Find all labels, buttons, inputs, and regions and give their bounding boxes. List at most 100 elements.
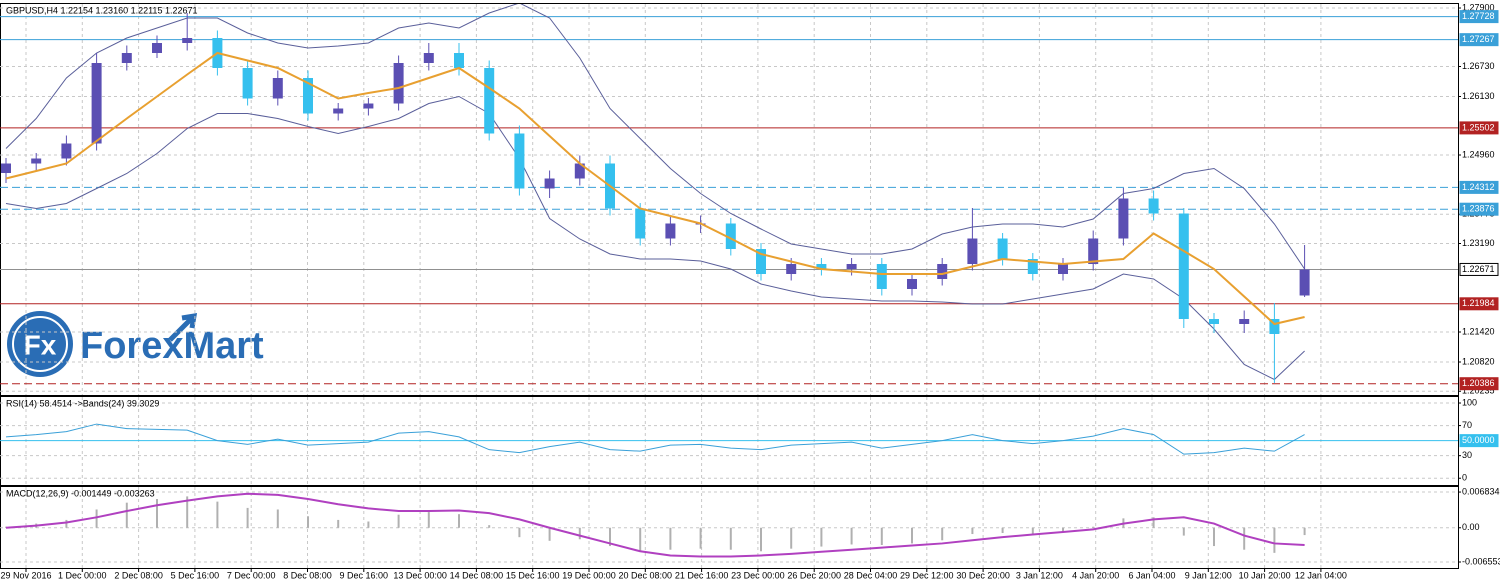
x-tick-label: 3 Jan 12:00 <box>1016 570 1063 580</box>
x-tick-label: 29 Nov 2016 <box>0 570 51 580</box>
level-label-box <box>1459 297 1499 311</box>
level-label-box <box>1459 180 1499 194</box>
level-label: 1.25502 <box>1462 122 1495 132</box>
logo-arrow <box>168 312 198 342</box>
x-tick-label: 23 Dec 00:00 <box>731 570 785 580</box>
x-tick-label: 29 Dec 12:00 <box>900 570 954 580</box>
y-tick-label: 1.20820 <box>1462 356 1495 366</box>
candle-body <box>997 238 1008 259</box>
x-tick-label: 30 Dec 20:00 <box>956 570 1010 580</box>
level-label: 1.20386 <box>1462 378 1495 388</box>
candle-body <box>121 53 132 63</box>
x-tick-label: 9 Dec 16:00 <box>340 570 389 580</box>
level-label-box <box>1459 202 1499 216</box>
candle-body <box>1 163 11 173</box>
candle-body <box>333 108 344 114</box>
candle-body <box>1299 269 1310 296</box>
logo-text: ForexMart <box>80 325 264 367</box>
x-tick-label: 2 Dec 08:00 <box>114 570 163 580</box>
y-tick-label: 1.24960 <box>1462 149 1495 159</box>
x-tick-label: 4 Jan 20:00 <box>1072 570 1119 580</box>
logo-ring <box>12 316 68 372</box>
bollinger-upper <box>5 4 1306 270</box>
candle-body <box>484 68 495 134</box>
panel-title: RSI(14) 58.4514 ->Bands(24) 39.3029 <box>6 398 159 408</box>
y-tick-label: 1.21420 <box>1462 326 1495 336</box>
candle-body <box>182 38 193 43</box>
level-label: 1.27728 <box>1462 11 1495 21</box>
y-tick-label: 1.20235 <box>1462 386 1495 396</box>
level-label-box <box>1459 434 1499 448</box>
y-tick-label: 100 <box>1462 397 1477 407</box>
y-tick-label: 30 <box>1462 450 1472 460</box>
candle-body <box>1027 259 1038 274</box>
candle-body <box>1148 198 1159 214</box>
candle-body <box>152 43 162 53</box>
plot-area <box>0 4 1458 395</box>
y-tick-label: 0.006834 <box>1462 486 1500 496</box>
candle-body <box>61 143 72 159</box>
candle-body <box>907 279 917 289</box>
x-tick-label: 13 Dec 00:00 <box>393 570 447 580</box>
candle-body <box>725 223 736 249</box>
candle-body <box>786 264 797 274</box>
x-tick-label: 15 Dec 16:00 <box>506 570 560 580</box>
candle-body <box>665 223 676 239</box>
rsi-line <box>5 423 1305 455</box>
x-tick-label: 20 Dec 08:00 <box>619 570 673 580</box>
candle-body <box>816 264 827 269</box>
candle-body <box>574 163 585 179</box>
candle-body <box>272 78 283 99</box>
x-tick-label: 9 Jan 12:00 <box>1185 570 1232 580</box>
candle-body <box>1088 238 1099 264</box>
candle-body <box>31 158 42 164</box>
candle-body <box>1239 319 1250 324</box>
x-tick-label: 8 Dec 08:00 <box>283 570 332 580</box>
candle-body <box>756 249 766 274</box>
x-tick-label: 10 Jan 20:00 <box>1239 570 1291 580</box>
candle-body <box>423 53 434 63</box>
candle-body <box>454 53 464 68</box>
logo-circle <box>7 311 73 377</box>
level-label: 1.27267 <box>1462 34 1495 44</box>
x-tick-label: 21 Dec 16:00 <box>675 570 729 580</box>
x-tick-label: 1 Dec 00:00 <box>58 570 107 580</box>
candle-body <box>363 103 374 109</box>
candle-body <box>635 208 646 239</box>
y-tick-label: 0.00 <box>1462 522 1480 532</box>
x-tick-label: 5 Dec 16:00 <box>171 570 220 580</box>
x-tick-label: 12 Jan 04:00 <box>1295 570 1347 580</box>
plot-area <box>0 397 1458 485</box>
candle-body <box>1178 213 1189 319</box>
candle-body <box>544 178 555 189</box>
moving-average <box>5 51 1305 326</box>
y-tick-label: 1.27900 <box>1462 2 1495 12</box>
y-tick-label: -0.006553 <box>1462 556 1500 566</box>
y-tick-label: 1.23190 <box>1462 238 1495 248</box>
candle-body <box>1058 264 1068 274</box>
x-tick-label: 19 Dec 00:00 <box>562 570 616 580</box>
bollinger-lower <box>5 95 1305 381</box>
macd-signal <box>5 492 1305 558</box>
logo: Fx ForexMart <box>7 311 264 377</box>
panel-title: GBPUSD,H4 1.22154 1.23160 1.22115 1.2267… <box>6 5 197 15</box>
level-label: 1.21984 <box>1462 298 1495 308</box>
plot-area <box>0 487 1458 568</box>
candle-body <box>91 63 102 144</box>
level-label-box <box>1459 262 1499 276</box>
candle-body <box>1209 319 1219 324</box>
candle-body <box>393 63 404 104</box>
candle-body <box>876 264 887 289</box>
y-tick-label: 1.26730 <box>1462 61 1495 71</box>
level-label-box <box>1459 33 1499 47</box>
level-label: 1.22671 <box>1462 264 1495 274</box>
x-tick-label: 28 Dec 04:00 <box>844 570 898 580</box>
price-panel <box>0 3 1459 396</box>
candle-body <box>1269 319 1280 334</box>
candle-body <box>242 68 253 99</box>
candle-body <box>1118 198 1129 239</box>
candle-body <box>303 78 313 114</box>
x-tick-label: 14 Dec 08:00 <box>450 570 504 580</box>
x-tick-label: 26 Dec 20:00 <box>787 570 841 580</box>
